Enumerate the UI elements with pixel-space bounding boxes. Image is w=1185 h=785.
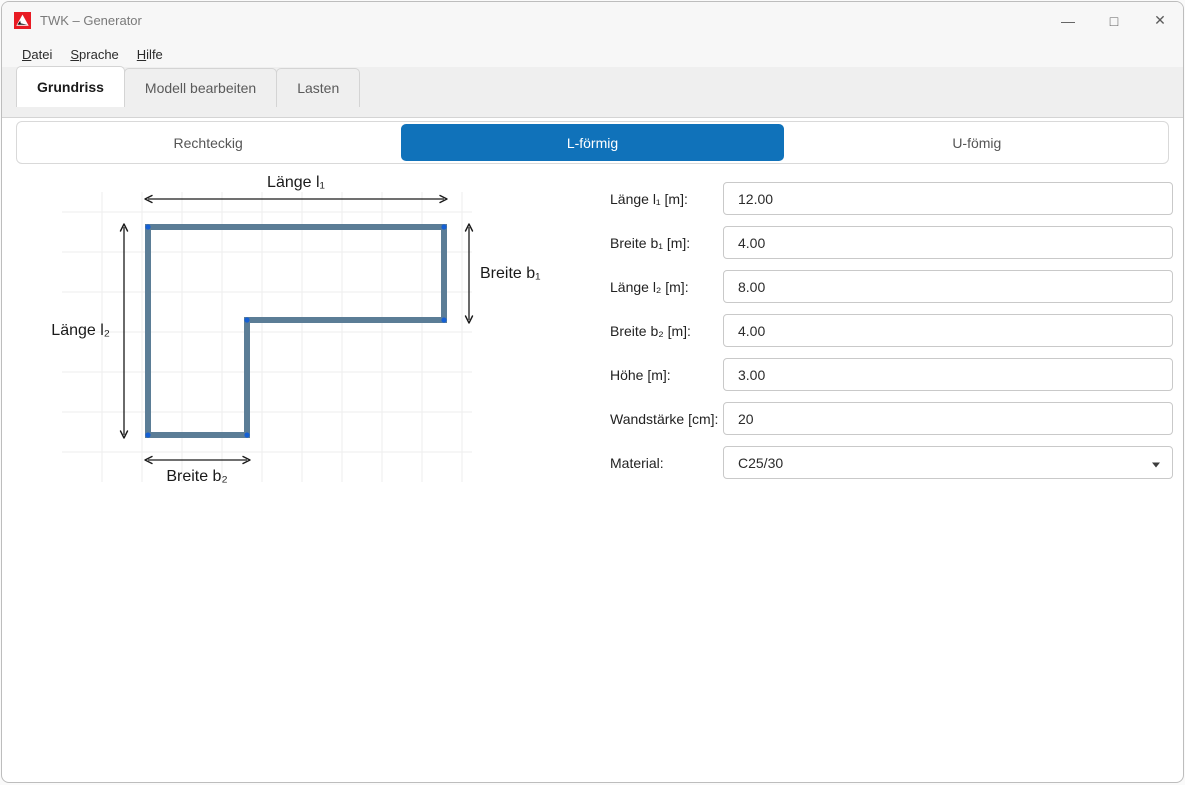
svg-text:Länge l₂: Länge l₂ <box>51 322 110 339</box>
svg-text:Breite b₂: Breite b₂ <box>166 468 227 485</box>
svg-text:Breite b₁: Breite b₁ <box>480 265 541 282</box>
svg-text:Länge l₁: Länge l₁ <box>267 174 325 191</box>
